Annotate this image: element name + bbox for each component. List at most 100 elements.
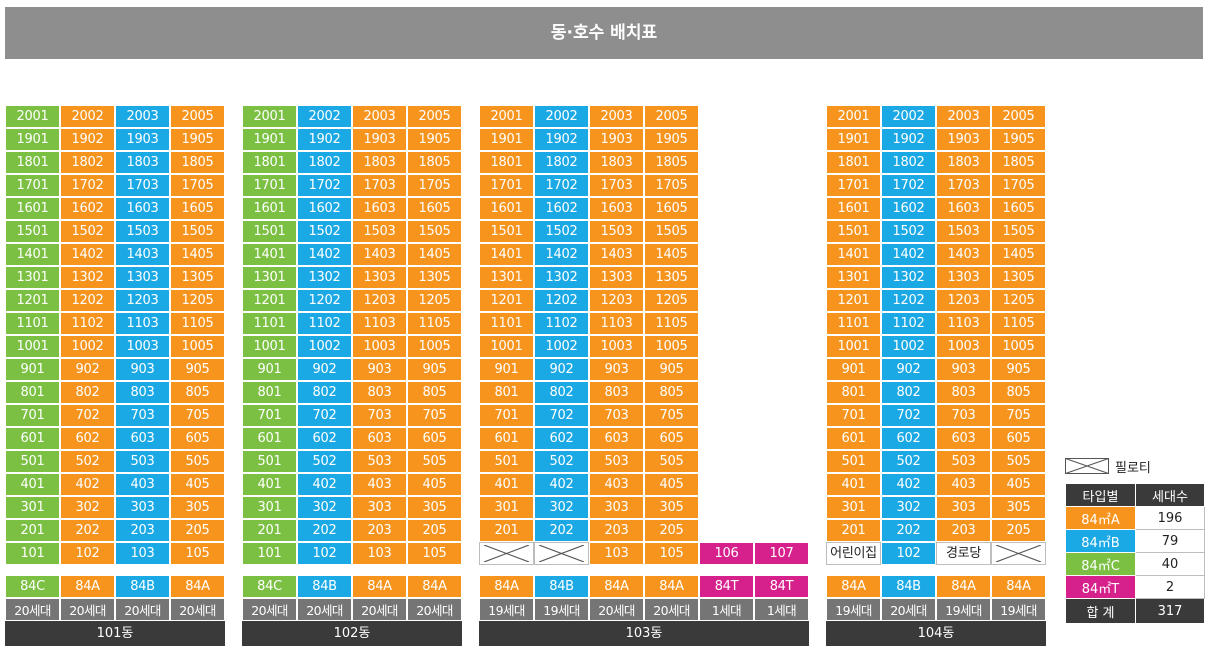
unit-cell[interactable]: 305 xyxy=(170,496,225,519)
unit-cell[interactable]: 305 xyxy=(407,496,462,519)
unit-cell[interactable]: 1003 xyxy=(352,335,407,358)
unit-cell[interactable]: 205 xyxy=(991,519,1046,542)
unit-cell[interactable]: 1801 xyxy=(242,151,297,174)
unit-cell[interactable]: 1205 xyxy=(170,289,225,312)
unit-cell[interactable]: 1805 xyxy=(170,151,225,174)
unit-cell[interactable]: 1205 xyxy=(991,289,1046,312)
unit-cell[interactable]: 1703 xyxy=(936,174,991,197)
unit-cell[interactable]: 1302 xyxy=(881,266,936,289)
unit-cell[interactable]: 1601 xyxy=(479,197,534,220)
unit-cell[interactable]: 605 xyxy=(991,427,1046,450)
unit-cell[interactable]: 2002 xyxy=(297,105,352,128)
unit-cell[interactable]: 1801 xyxy=(826,151,881,174)
unit-cell[interactable]: 505 xyxy=(644,450,699,473)
unit-cell[interactable]: 1405 xyxy=(991,243,1046,266)
unit-cell[interactable]: 1701 xyxy=(826,174,881,197)
unit-cell[interactable]: 1705 xyxy=(991,174,1046,197)
unit-cell[interactable]: 203 xyxy=(936,519,991,542)
unit-cell[interactable]: 1403 xyxy=(589,243,644,266)
unit-cell[interactable]: 902 xyxy=(60,358,115,381)
unit-cell[interactable]: 301 xyxy=(5,496,60,519)
unit-cell[interactable]: 405 xyxy=(407,473,462,496)
unit-cell[interactable]: 601 xyxy=(479,427,534,450)
unit-cell[interactable]: 901 xyxy=(242,358,297,381)
unit-cell[interactable]: 702 xyxy=(534,404,589,427)
unit-cell[interactable]: 1105 xyxy=(407,312,462,335)
unit-cell[interactable]: 605 xyxy=(644,427,699,450)
unit-cell[interactable]: 1901 xyxy=(242,128,297,151)
unit-cell[interactable]: 1802 xyxy=(60,151,115,174)
unit-cell[interactable]: 803 xyxy=(352,381,407,404)
unit-cell[interactable]: 801 xyxy=(5,381,60,404)
facility-cell[interactable]: 경로당 xyxy=(936,542,991,565)
unit-cell[interactable]: 1903 xyxy=(115,128,170,151)
unit-cell[interactable]: 1005 xyxy=(170,335,225,358)
unit-cell[interactable]: 1402 xyxy=(881,243,936,266)
unit-cell[interactable]: 1402 xyxy=(297,243,352,266)
unit-cell[interactable]: 602 xyxy=(534,427,589,450)
unit-cell[interactable]: 502 xyxy=(297,450,352,473)
unit-cell[interactable]: 1405 xyxy=(170,243,225,266)
unit-cell[interactable]: 803 xyxy=(936,381,991,404)
unit-cell[interactable]: 502 xyxy=(534,450,589,473)
unit-cell[interactable]: 1301 xyxy=(826,266,881,289)
unit-cell[interactable]: 603 xyxy=(115,427,170,450)
unit-cell[interactable]: 905 xyxy=(170,358,225,381)
unit-cell[interactable]: 805 xyxy=(407,381,462,404)
unit-cell[interactable]: 705 xyxy=(991,404,1046,427)
unit-cell[interactable]: 1403 xyxy=(936,243,991,266)
unit-cell[interactable]: 202 xyxy=(534,519,589,542)
unit-cell[interactable]: 1205 xyxy=(644,289,699,312)
unit-cell[interactable]: 105 xyxy=(407,542,462,565)
unit-cell[interactable]: 902 xyxy=(881,358,936,381)
unit-cell[interactable]: 405 xyxy=(170,473,225,496)
unit-cell[interactable]: 302 xyxy=(60,496,115,519)
unit-cell[interactable]: 107 xyxy=(754,542,809,565)
unit-cell[interactable]: 603 xyxy=(936,427,991,450)
unit-cell[interactable]: 1905 xyxy=(644,128,699,151)
unit-cell[interactable]: 1601 xyxy=(5,197,60,220)
unit-cell[interactable]: 1605 xyxy=(170,197,225,220)
unit-cell[interactable]: 205 xyxy=(644,519,699,542)
unit-cell[interactable]: 1201 xyxy=(242,289,297,312)
unit-cell[interactable]: 1103 xyxy=(352,312,407,335)
unit-cell[interactable]: 1901 xyxy=(479,128,534,151)
unit-cell[interactable]: 503 xyxy=(589,450,644,473)
unit-cell[interactable]: 1002 xyxy=(534,335,589,358)
unit-cell[interactable]: 1702 xyxy=(881,174,936,197)
unit-cell[interactable]: 105 xyxy=(644,542,699,565)
unit-cell[interactable]: 1101 xyxy=(5,312,60,335)
unit-cell[interactable]: 801 xyxy=(826,381,881,404)
unit-cell[interactable]: 103 xyxy=(352,542,407,565)
unit-cell[interactable]: 1502 xyxy=(534,220,589,243)
unit-cell[interactable]: 705 xyxy=(644,404,699,427)
unit-cell[interactable]: 501 xyxy=(479,450,534,473)
unit-cell[interactable]: 605 xyxy=(407,427,462,450)
unit-cell[interactable]: 1605 xyxy=(991,197,1046,220)
unit-cell[interactable]: 1001 xyxy=(826,335,881,358)
unit-cell[interactable]: 405 xyxy=(644,473,699,496)
unit-cell[interactable]: 201 xyxy=(826,519,881,542)
unit-cell[interactable]: 1701 xyxy=(479,174,534,197)
unit-cell[interactable]: 1501 xyxy=(479,220,534,243)
unit-cell[interactable]: 501 xyxy=(242,450,297,473)
unit-cell[interactable]: 2002 xyxy=(881,105,936,128)
unit-cell[interactable]: 102 xyxy=(881,542,936,565)
unit-cell[interactable]: 401 xyxy=(5,473,60,496)
unit-cell[interactable]: 1001 xyxy=(5,335,60,358)
unit-cell[interactable]: 1301 xyxy=(5,266,60,289)
unit-cell[interactable]: 2002 xyxy=(60,105,115,128)
unit-cell[interactable]: 1002 xyxy=(60,335,115,358)
unit-cell[interactable]: 1005 xyxy=(991,335,1046,358)
unit-cell[interactable]: 2003 xyxy=(936,105,991,128)
unit-cell[interactable]: 805 xyxy=(644,381,699,404)
unit-cell[interactable]: 1501 xyxy=(826,220,881,243)
unit-cell[interactable]: 903 xyxy=(589,358,644,381)
unit-cell[interactable]: 603 xyxy=(589,427,644,450)
unit-cell[interactable]: 203 xyxy=(115,519,170,542)
unit-cell[interactable]: 1801 xyxy=(479,151,534,174)
unit-cell[interactable]: 1003 xyxy=(589,335,644,358)
unit-cell[interactable]: 1102 xyxy=(881,312,936,335)
unit-cell[interactable]: 1801 xyxy=(5,151,60,174)
unit-cell[interactable]: 503 xyxy=(936,450,991,473)
